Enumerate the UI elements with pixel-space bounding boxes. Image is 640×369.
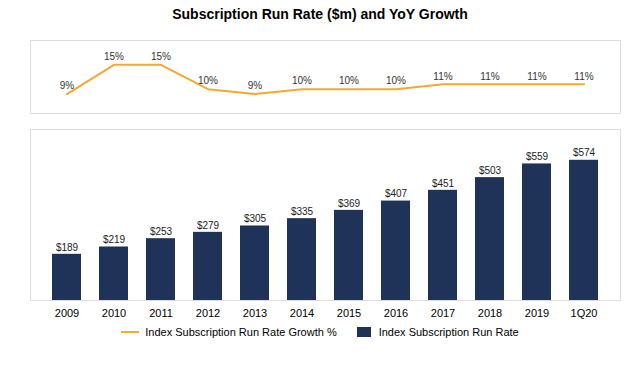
svg-text:10%: 10% xyxy=(198,75,218,86)
svg-text:$369: $369 xyxy=(338,198,361,209)
svg-text:10%: 10% xyxy=(386,75,406,86)
svg-text:2015: 2015 xyxy=(337,307,361,319)
svg-text:$279: $279 xyxy=(197,220,220,231)
svg-text:10%: 10% xyxy=(339,75,359,86)
html-text:Subscription Run Rate ($m) and: Subscription Run Rate ($m) and YoY Growt… xyxy=(172,6,468,22)
svg-text:2009: 2009 xyxy=(55,307,79,319)
svg-text:2019: 2019 xyxy=(525,307,549,319)
svg-text:$559: $559 xyxy=(526,151,549,162)
svg-text:2013: 2013 xyxy=(243,307,267,319)
svg-text:15%: 15% xyxy=(151,51,171,62)
svg-text:2011: 2011 xyxy=(149,307,173,319)
svg-text:$407: $407 xyxy=(385,188,408,199)
html-text:Index Subscription Run Rate: Index Subscription Run Rate xyxy=(378,326,519,338)
svg-text:$574: $574 xyxy=(573,147,596,158)
svg-text:11%: 11% xyxy=(480,71,499,82)
svg-text:11%: 11% xyxy=(527,71,546,82)
svg-text:$335: $335 xyxy=(291,206,314,217)
svg-text:2018: 2018 xyxy=(478,307,502,319)
svg-text:$503: $503 xyxy=(479,165,502,176)
svg-text:$451: $451 xyxy=(432,178,455,189)
svg-text:2014: 2014 xyxy=(290,307,314,319)
svg-text:$189: $189 xyxy=(56,242,79,253)
svg-text:9%: 9% xyxy=(248,80,263,91)
svg-text:$253: $253 xyxy=(150,226,173,237)
svg-text:11%: 11% xyxy=(574,71,593,82)
svg-text:$305: $305 xyxy=(244,213,267,224)
svg-text:9%: 9% xyxy=(60,80,75,91)
svg-text:11%: 11% xyxy=(433,71,452,82)
svg-text:10%: 10% xyxy=(292,75,312,86)
svg-text:2016: 2016 xyxy=(384,307,408,319)
svg-text:2010: 2010 xyxy=(102,307,126,319)
svg-text:2012: 2012 xyxy=(196,307,220,319)
svg-text:2017: 2017 xyxy=(431,307,455,319)
html-text:Index Subscription Run Rate Gr: Index Subscription Run Rate Growth % xyxy=(145,326,337,338)
svg-text:1Q20: 1Q20 xyxy=(571,307,598,319)
svg-text:15%: 15% xyxy=(104,51,124,62)
svg-text:$219: $219 xyxy=(103,234,126,245)
